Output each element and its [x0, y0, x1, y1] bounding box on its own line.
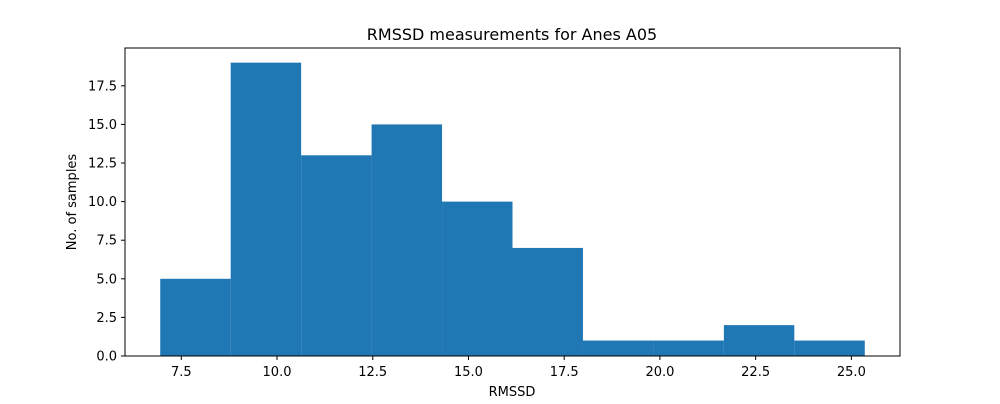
bars-layer — [160, 62, 865, 357]
y-tick-label: 5.0 — [96, 272, 117, 287]
histogram-bar — [794, 340, 865, 356]
histogram-bar — [160, 278, 231, 356]
x-axis-label: RMSSD — [489, 385, 536, 400]
x-tick-label: 15.0 — [454, 365, 483, 380]
histogram-bar — [371, 124, 443, 356]
x-axis-ticks: 7.5 10.0 12.5 15.0 17.5 20.0 22.5 25.0 — [171, 356, 866, 380]
chart-title: RMSSD measurements for Anes A05 — [367, 25, 657, 44]
histogram-bar — [512, 247, 583, 356]
histogram-bar — [442, 201, 513, 356]
y-tick-label: 12.5 — [88, 157, 117, 172]
y-axis-label: No. of samples — [65, 154, 80, 251]
histogram-bar — [582, 340, 654, 356]
y-tick-label: 7.5 — [96, 234, 117, 249]
y-tick-label: 10.0 — [88, 195, 117, 210]
y-tick-label: 17.5 — [88, 79, 117, 94]
histogram-bar — [230, 62, 302, 357]
y-tick-label: 15.0 — [88, 118, 117, 133]
x-tick-label: 22.5 — [741, 365, 770, 380]
plot-frame — [124, 47, 901, 357]
y-tick-label: 2.5 — [96, 311, 117, 326]
y-tick-label: 0.0 — [96, 350, 117, 365]
x-tick-label: 10.0 — [263, 365, 292, 380]
x-tick-label: 12.5 — [358, 365, 387, 380]
x-tick-label: 20.0 — [645, 365, 674, 380]
histogram-bar — [653, 340, 724, 356]
x-tick-label: 7.5 — [171, 365, 192, 380]
histogram-bar — [301, 155, 372, 356]
x-tick-label: 17.5 — [550, 365, 579, 380]
y-axis-ticks: 0.0 2.5 5.0 7.5 10.0 12.5 15.0 17.5 — [88, 79, 125, 365]
x-tick-label: 25.0 — [837, 365, 866, 380]
histogram-bar — [723, 325, 795, 356]
